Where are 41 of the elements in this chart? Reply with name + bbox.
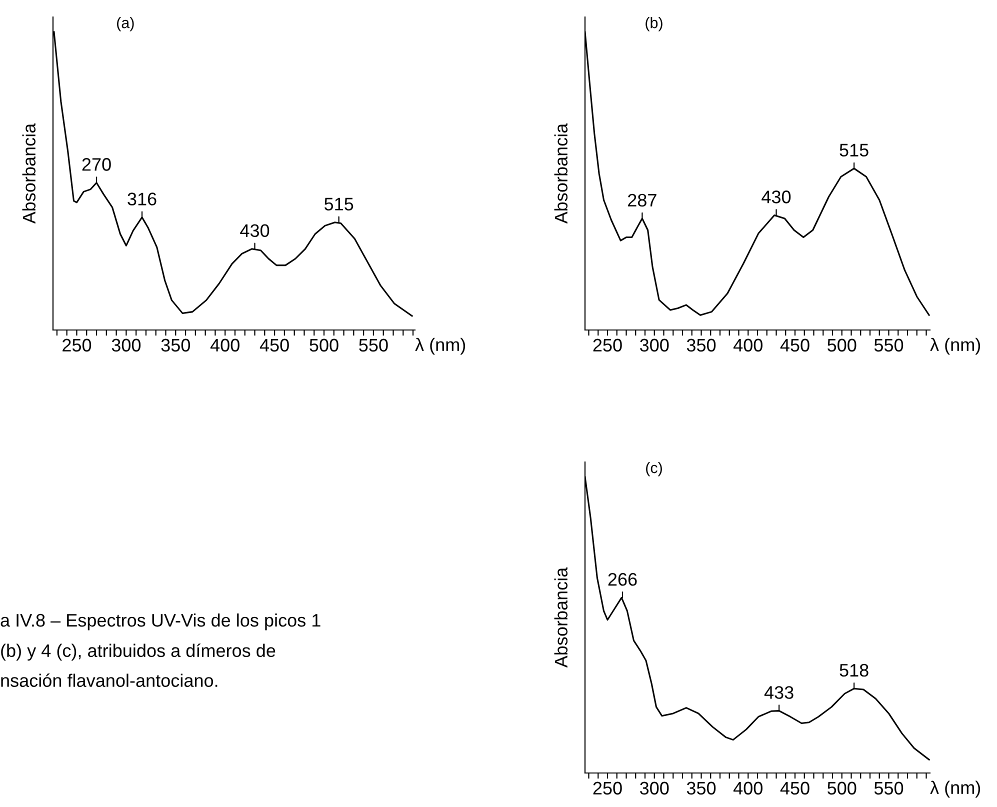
y-axis-title: Absorbancia <box>554 567 568 668</box>
annotation: 316 <box>128 192 156 206</box>
y-axis-title: Absorbancia <box>554 123 568 224</box>
x-tick-label: 350 <box>686 338 716 352</box>
chart-title: (c) <box>646 462 662 476</box>
x-tick-label: 250 <box>593 338 622 352</box>
x-tick-label: 500 <box>828 782 856 795</box>
annotation: 430 <box>762 190 791 204</box>
x-tick-label: 550 <box>359 338 388 352</box>
annotation: 515 <box>840 144 868 157</box>
y-axis-title: Absorbancia <box>22 123 36 224</box>
x-tick-label: 250 <box>593 782 622 795</box>
x-tick-label: 400 <box>733 338 762 352</box>
x-tick-label: 450 <box>260 338 289 352</box>
x-axis-title: λ (nm) <box>930 338 980 355</box>
annotation: 515 <box>324 198 354 210</box>
x-tick-label: 300 <box>640 782 669 795</box>
chart-title: (b) <box>646 17 662 32</box>
x-tick-label: 400 <box>210 338 240 352</box>
x-tick-label: 350 <box>161 338 190 352</box>
x-tick-label: 300 <box>112 338 141 352</box>
x-axis-title: λ (nm) <box>930 780 980 798</box>
x-tick-label: 500 <box>310 338 338 352</box>
annotation: 518 <box>840 664 868 677</box>
annotation: 433 <box>764 686 794 699</box>
text: a IV.8 – Espectros UV-Vis de los picos 1 (b) y 4 (c), atribuidos a dímeros de nsación flavanol-antociano. <box>0 613 320 687</box>
x-tick-label: 400 <box>733 782 762 795</box>
chart-title: (a) <box>117 17 134 32</box>
x-tick-label: 450 <box>780 338 810 352</box>
x-tick-label: 300 <box>640 338 669 352</box>
annotation: 430 <box>240 224 270 238</box>
x-axis-title: λ (nm) <box>415 338 466 355</box>
x-tick-label: 500 <box>828 338 856 352</box>
x-tick-label: 550 <box>874 782 904 795</box>
annotation: 266 <box>608 572 637 586</box>
x-tick-label: 550 <box>874 338 904 352</box>
annotation: 287 <box>628 194 656 207</box>
x-tick-label: 450 <box>780 782 810 795</box>
x-tick-label: 250 <box>62 338 92 352</box>
annotation: 270 <box>82 158 111 171</box>
x-tick-label: 350 <box>686 782 716 795</box>
